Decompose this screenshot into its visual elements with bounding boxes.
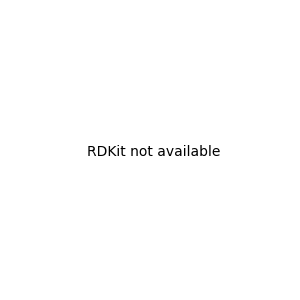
Text: RDKit not available: RDKit not available	[87, 145, 220, 158]
